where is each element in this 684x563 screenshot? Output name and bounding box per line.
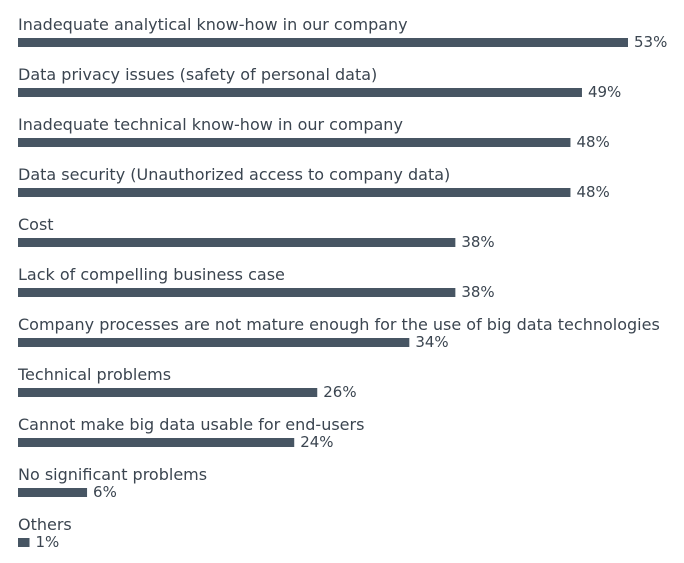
category-label: Data security (Unauthorized access to co… <box>18 165 450 184</box>
category-label: Cannot make big data usable for end-user… <box>18 415 364 434</box>
bar-row: Inadequate technical know-how in our com… <box>18 115 610 151</box>
bar <box>18 538 30 547</box>
value-label: 49% <box>588 83 621 101</box>
value-label: 48% <box>576 183 609 201</box>
category-label: Inadequate technical know-how in our com… <box>18 115 403 134</box>
bar-row: Company processes are not mature enough … <box>18 315 660 351</box>
bar-row: Inadequate analytical know-how in our co… <box>18 15 667 51</box>
category-label: Technical problems <box>17 365 171 384</box>
bar <box>18 438 295 447</box>
category-label: No significant problems <box>18 465 207 484</box>
bar <box>18 138 571 147</box>
category-label: Lack of compelling business case <box>18 265 285 284</box>
bar-row: Technical problems 26% <box>17 365 357 401</box>
bar <box>18 338 410 347</box>
value-label: 48% <box>576 133 609 151</box>
bar-row: Data security (Unauthorized access to co… <box>18 165 610 201</box>
bar-row: Cannot make big data usable for end-user… <box>18 415 364 451</box>
value-label: 38% <box>461 283 494 301</box>
category-label: Others <box>18 515 72 534</box>
bar-row: Lack of compelling business case 38% <box>18 265 495 301</box>
bar <box>18 388 318 397</box>
value-label: 53% <box>634 33 667 51</box>
value-label: 1% <box>36 533 60 551</box>
value-label: 34% <box>415 333 448 351</box>
bar <box>18 238 456 247</box>
value-label: 24% <box>300 433 333 451</box>
category-label: Company processes are not mature enough … <box>18 315 660 334</box>
bar-row: Data privacy issues (safety of personal … <box>18 65 621 101</box>
value-label: 6% <box>93 483 117 501</box>
bar <box>18 188 571 197</box>
bar <box>18 488 88 497</box>
bar <box>18 38 628 47</box>
value-label: 38% <box>461 233 494 251</box>
category-label: Cost <box>18 215 54 234</box>
category-label: Data privacy issues (safety of personal … <box>18 65 377 84</box>
value-label: 26% <box>323 383 356 401</box>
category-label: Inadequate analytical know-how in our co… <box>18 15 408 34</box>
bar <box>18 88 582 97</box>
bar <box>18 288 456 297</box>
bar-row: Cost 38% <box>18 215 495 251</box>
